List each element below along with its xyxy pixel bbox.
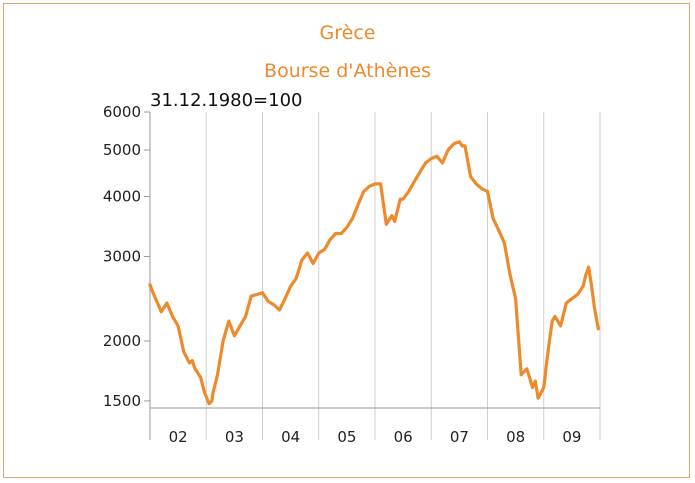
chart-frame [3, 3, 690, 478]
chart-subtitle: Bourse d'Athènes [264, 60, 431, 82]
x-tick-label: 07 [450, 428, 469, 446]
x-tick-label: 08 [506, 428, 525, 446]
y-tick-label: 3000 [103, 247, 141, 265]
x-tick-label: 05 [337, 428, 356, 446]
x-tick-label: 03 [225, 428, 244, 446]
x-tick-label: 09 [562, 428, 581, 446]
x-tick-labels: 02 03 04 05 06 07 08 09 [169, 428, 582, 446]
chart-title: Grèce [319, 22, 376, 44]
y-tick-label: 2000 [103, 332, 141, 350]
base-note: 31.12.1980=100 [150, 90, 303, 111]
axes [144, 111, 600, 440]
y-tick-label: 1500 [103, 392, 141, 410]
series-layer [148, 140, 600, 406]
x-tick-label: 04 [281, 428, 300, 446]
x-tick-label: 06 [394, 428, 413, 446]
grid-lines [149, 112, 601, 440]
y-tick-labels: 1500 2000 3000 4000 5000 6000 [103, 103, 141, 410]
x-tick-label: 02 [169, 428, 188, 446]
y-tick-label: 5000 [103, 141, 141, 159]
y-tick-label: 4000 [103, 188, 141, 206]
series-line [148, 140, 600, 406]
y-tick-label: 6000 [103, 103, 141, 121]
